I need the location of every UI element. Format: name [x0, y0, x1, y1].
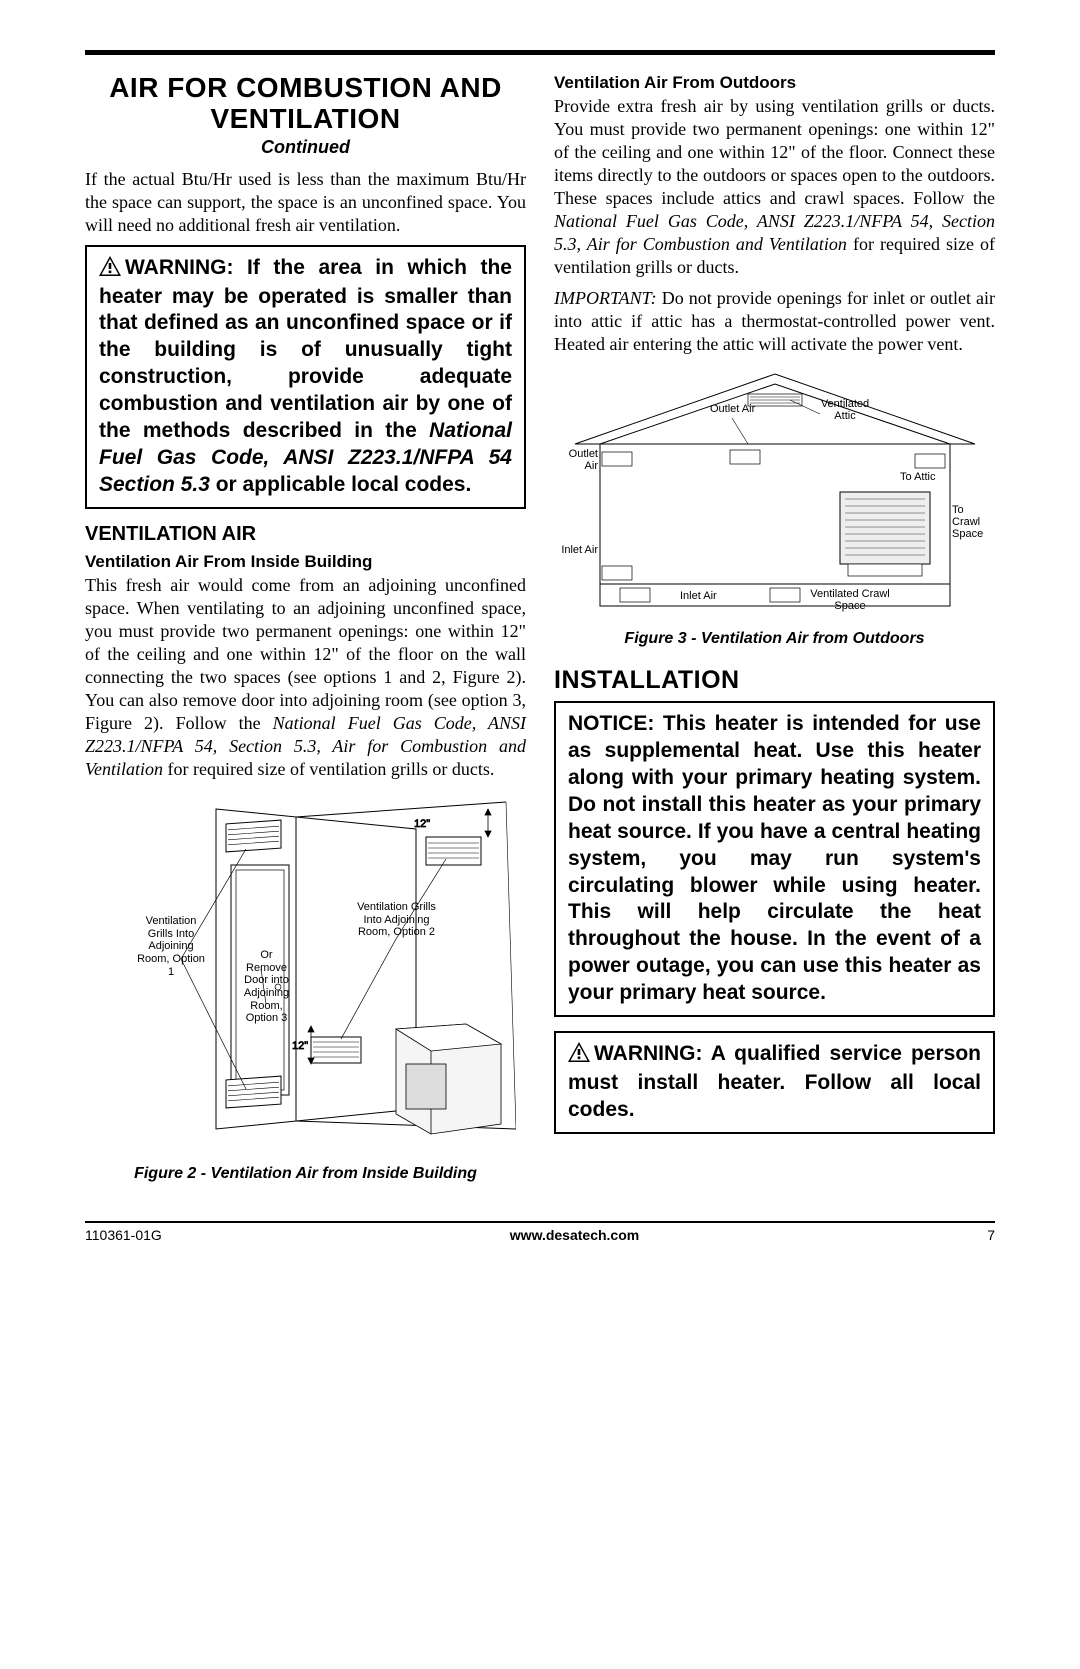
- ventilation-outdoors-body: Provide extra fresh air by using ventila…: [554, 95, 995, 279]
- top-rule: [85, 50, 995, 55]
- warning-icon: [568, 1042, 590, 1070]
- footer-page-number: 7: [987, 1227, 995, 1243]
- figure-2-caption: Figure 2 - Ventilation Air from Inside B…: [85, 1165, 526, 1183]
- ventilation-inside-body: This fresh air would come from an adjoin…: [85, 574, 526, 781]
- warning-text-1: If the area in which the heater may be o…: [99, 256, 512, 442]
- warning2-label: WARNING:: [594, 1042, 703, 1065]
- figure-3-caption: Figure 3 - Ventilation Air from Outdoors: [554, 630, 995, 648]
- important-label: IMPORTANT:: [554, 288, 657, 308]
- left-column: AIR FOR COMBUSTION AND VENTILATION Conti…: [85, 73, 526, 1197]
- figure-3-diagram: Outlet Air Ventilated Attic Outlet Air T…: [560, 364, 990, 624]
- svg-text:Outlet Air: Outlet Air: [710, 403, 756, 415]
- svg-text:12": 12": [292, 1040, 308, 1052]
- continued-label: Continued: [85, 137, 526, 158]
- ventilation-outdoors-subhead: Ventilation Air From Outdoors: [554, 73, 995, 93]
- notice-body: This heater is intended for use as suppl…: [568, 712, 981, 1004]
- warning-icon: [99, 256, 121, 284]
- notice-box: NOTICE: This heater is intended for use …: [554, 701, 995, 1017]
- svg-text:12": 12": [414, 818, 430, 830]
- svg-text:To Attic: To Attic: [900, 471, 936, 483]
- right-column: Ventilation Air From Outdoors Provide ex…: [554, 73, 995, 1197]
- footer-url: www.desatech.com: [510, 1227, 639, 1243]
- footer-doc-id: 110361-01G: [85, 1227, 162, 1243]
- intro-paragraph: If the actual Btu/Hr used is less than t…: [85, 168, 526, 237]
- warning-text-2: or applicable local codes.: [210, 473, 471, 496]
- important-note: IMPORTANT: Do not provide openings for i…: [554, 287, 995, 356]
- figure-2-diagram: 12" 12" Ventilation Grills Into Adjoinin…: [96, 789, 516, 1159]
- warning-box-2: WARNING: A qualified service person must…: [554, 1031, 995, 1134]
- ventilation-inside-subhead: Ventilation Air From Inside Building: [85, 552, 526, 572]
- page-footer: 110361-01G www.desatech.com 7: [85, 1223, 995, 1243]
- svg-text:Inlet Air: Inlet Air: [680, 590, 717, 602]
- section-title: AIR FOR COMBUSTION AND VENTILATION: [85, 73, 526, 135]
- ventilation-air-head: VENTILATION AIR: [85, 523, 526, 546]
- two-column-layout: AIR FOR COMBUSTION AND VENTILATION Conti…: [85, 73, 995, 1197]
- installation-head: INSTALLATION: [554, 666, 995, 695]
- warning-box: WARNING: If the area in which the heater…: [85, 245, 526, 509]
- notice-label: NOTICE:: [568, 712, 654, 735]
- warning-label: WARNING:: [125, 256, 234, 279]
